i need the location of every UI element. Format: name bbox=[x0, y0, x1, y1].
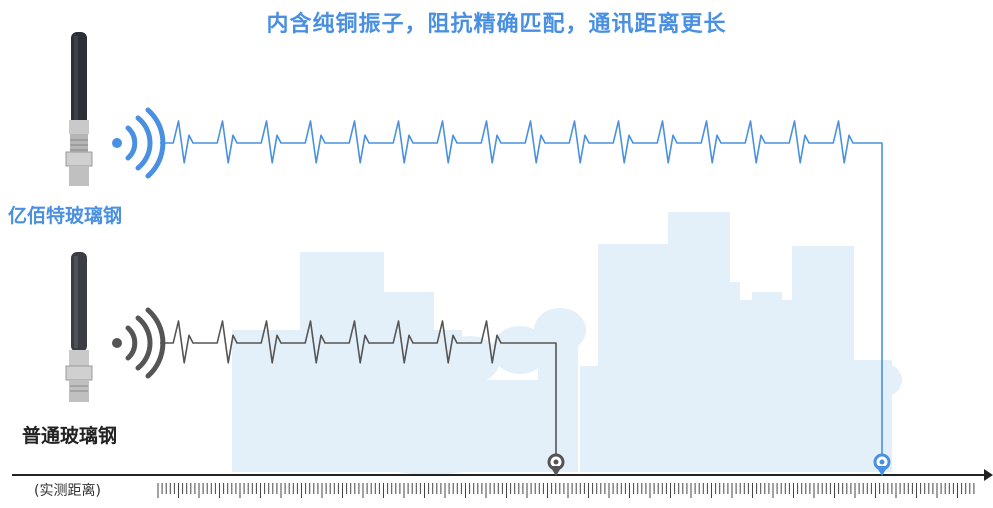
standard-location-pin-icon bbox=[547, 453, 565, 476]
axis-ticks bbox=[157, 483, 975, 498]
distance-axis bbox=[12, 469, 993, 498]
standard-wifi-signal-icon bbox=[112, 307, 166, 379]
axis-label: (实测距离) bbox=[34, 483, 101, 499]
premium-location-pin-icon bbox=[873, 453, 891, 476]
premium-signal-waveform bbox=[160, 120, 883, 455]
premium-wifi-signal-icon bbox=[112, 107, 166, 179]
headline: 内含纯铜振子，阻抗精确匹配，通讯距离更长 bbox=[266, 12, 727, 37]
premium-antenna-label: 亿佰特玻璃钢 bbox=[8, 205, 123, 227]
standard-signal-waveform bbox=[160, 320, 557, 455]
axis-arrow-icon bbox=[984, 469, 993, 481]
premium-antenna-icon bbox=[65, 32, 93, 186]
standard-antenna-icon bbox=[65, 252, 93, 402]
city-skyline-background bbox=[232, 212, 902, 475]
standard-antenna-label: 普通玻璃钢 bbox=[22, 425, 118, 447]
